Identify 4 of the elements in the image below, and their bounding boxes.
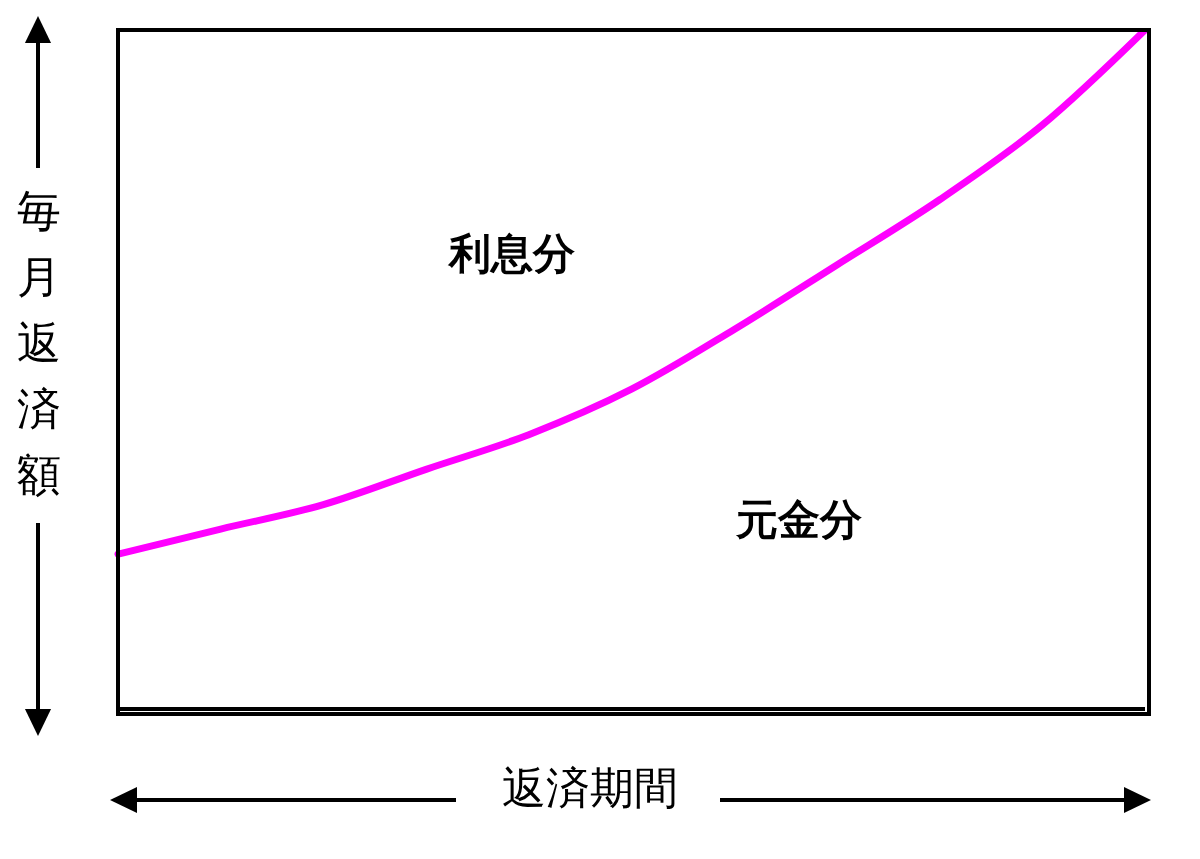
x-axis-title: 返済期間 [502,761,678,814]
y-axis-title: 毎月返済額 [16,178,62,508]
annotation: 元金分 [735,494,862,545]
annotation: 利息分 [449,229,576,280]
